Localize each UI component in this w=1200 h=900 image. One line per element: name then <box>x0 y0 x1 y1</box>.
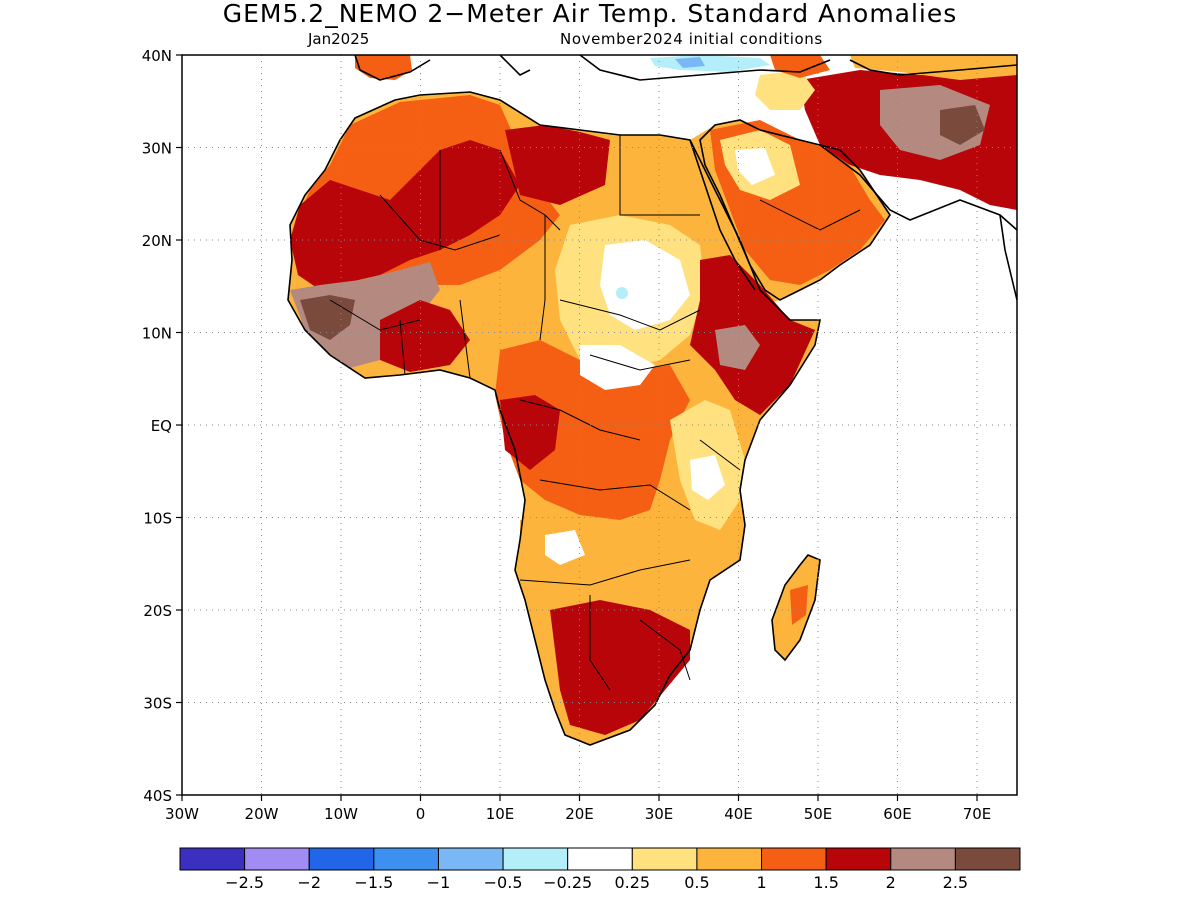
initial-conditions-label: November2024 initial conditions <box>560 30 823 48</box>
longitude-tick-label: 30E <box>645 805 674 823</box>
colorbar-swatch <box>954 847 1021 871</box>
longitude-tick-label: 40E <box>724 805 753 823</box>
congo-pale-patch <box>580 345 655 390</box>
latitude-tick-label: 10N <box>142 325 172 343</box>
colorbar-swatch <box>761 847 827 871</box>
colorbar-labels: −2.5 −2 −1.5 −1 −0.5 −0.25 0.25 0.5 1 1.5 2 2.5 <box>225 873 968 892</box>
egypt-anomaly <box>615 135 700 225</box>
madagascar-red-patch <box>790 585 808 625</box>
caucasus-anomaly <box>850 55 1017 80</box>
colorbar-swatch <box>179 847 246 871</box>
colorbar-label: −0.25 <box>543 873 592 892</box>
latitude-tick-label: EQ <box>151 417 172 435</box>
arabia-coastline <box>699 119 891 301</box>
iran-pale-patch <box>755 70 815 110</box>
colorbar-swatch <box>308 847 375 871</box>
latitude-tick-label: 30N <box>142 140 172 158</box>
colorbar-label: −2 <box>297 873 321 892</box>
red-sea-coast <box>689 139 756 291</box>
latitude-tick-label: 40S <box>143 787 172 805</box>
longitude-tick-label: 60E <box>883 805 912 823</box>
libya-anomaly <box>505 125 610 205</box>
colorbar-label: −0.5 <box>484 873 523 892</box>
longitude-tick-label: 50E <box>804 805 833 823</box>
central-africa-anomaly <box>495 340 690 520</box>
sudan-cool-spot <box>616 287 628 299</box>
ethiopia-brown-patch <box>715 325 760 370</box>
balkans-anomaly <box>770 55 830 78</box>
target-month-label: Jan2025 <box>307 30 369 48</box>
colorbar-swatch <box>631 847 698 871</box>
colorbar-swatch <box>244 847 310 871</box>
west-africa-anomaly <box>290 140 520 290</box>
colorbar-swatch <box>373 847 439 871</box>
madagascar-coastline <box>771 554 821 662</box>
colorbar: −2.5 −2 −1.5 −1 −0.5 −0.25 0.25 0.5 1 1.5 2 2.5 <box>179 847 1021 892</box>
figure-title: GEM5.2_NEMO 2−Meter Air Temp. Standard A… <box>223 0 958 28</box>
latitude-axis: 40N 30N 20N 10N EQ 10S 20S 30S 40S <box>142 47 182 805</box>
africa-coastline <box>287 91 821 746</box>
colorbar-boxes <box>179 847 1021 871</box>
colorbar-swatch <box>437 847 504 871</box>
longitude-tick-label: 20W <box>245 805 279 823</box>
guinea-red-patch <box>380 300 470 372</box>
sahel-anomaly <box>290 262 440 368</box>
colorbar-swatch <box>825 847 892 871</box>
colorbar-label: 0.5 <box>684 873 709 892</box>
mediterranean-north-coast <box>354 54 1018 81</box>
longitude-tick-label: 10E <box>486 805 515 823</box>
longitude-tick-label: 20E <box>565 805 594 823</box>
latitude-tick-label: 10S <box>143 510 172 528</box>
colorbar-swatch <box>502 847 569 871</box>
angola-white-patch <box>545 530 585 565</box>
longitude-tick-label: 30W <box>165 805 199 823</box>
longitude-axis: 30W 20W 10W 0 10E 20E 30E 40E 50E 60E 70E <box>165 795 991 823</box>
colorbar-swatch <box>567 847 633 871</box>
colorbar-label: 1.5 <box>813 873 838 892</box>
colorbar-label: 2 <box>886 873 896 892</box>
colorbar-label: −2.5 <box>225 873 264 892</box>
colorbar-swatch <box>696 847 763 871</box>
country-borders <box>329 135 861 691</box>
turkey-cold-core <box>675 57 705 68</box>
latitude-tick-label: 20N <box>142 232 172 250</box>
arabia-white-patch <box>735 148 775 185</box>
longitude-tick-label: 10W <box>324 805 358 823</box>
longitude-tick-label: 70E <box>963 805 992 823</box>
india-coast <box>999 214 1018 301</box>
map-panel <box>181 54 1018 796</box>
sudan-anomaly <box>600 240 690 330</box>
colorbar-label: 0.25 <box>614 873 650 892</box>
southern-africa-anomaly <box>550 600 690 735</box>
colorbar-swatch <box>890 847 956 871</box>
coastlines <box>287 54 1018 746</box>
iran-dark-patch <box>940 105 985 145</box>
latitude-tick-label: 40N <box>142 47 172 65</box>
colorbar-label: 1 <box>756 873 766 892</box>
colorbar-label: 2.5 <box>943 873 968 892</box>
latitude-tick-label: 20S <box>143 602 172 620</box>
longitude-tick-label: 0 <box>416 805 426 823</box>
colorbar-label: −1.5 <box>354 873 393 892</box>
east-africa-white-patch <box>690 455 725 500</box>
colorbar-label: −1 <box>427 873 451 892</box>
latitude-tick-label: 30S <box>143 695 172 713</box>
